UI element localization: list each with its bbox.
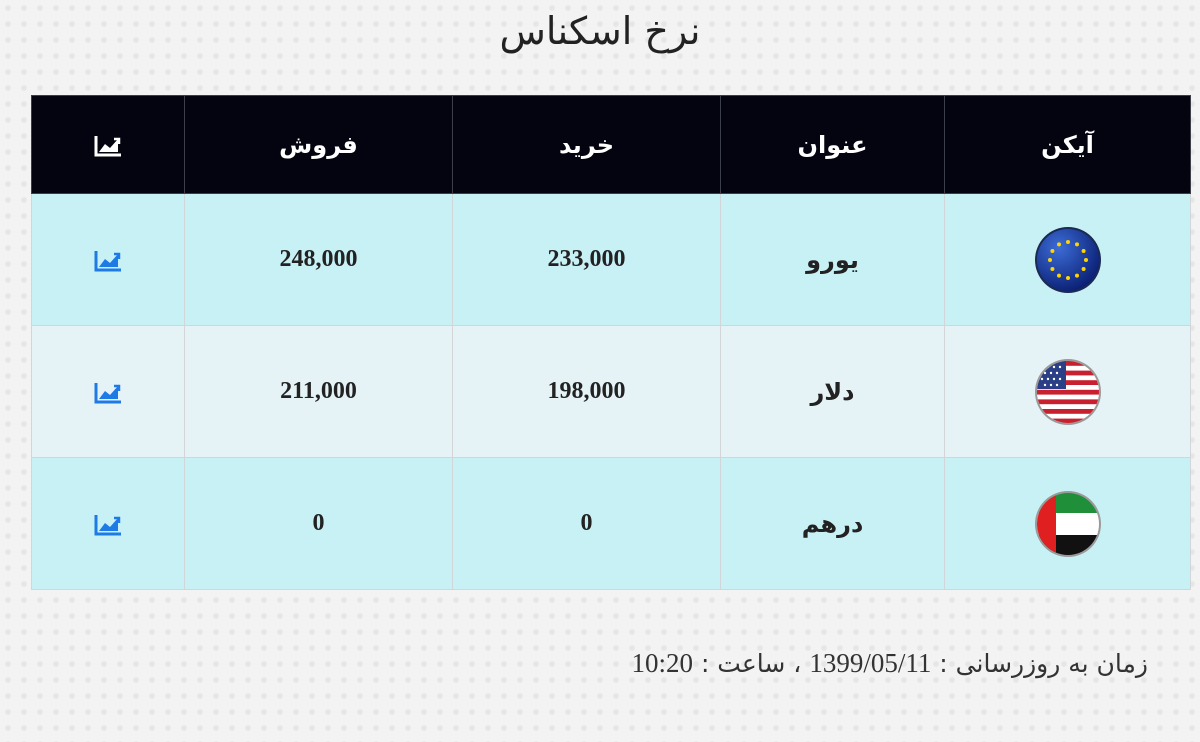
icon-cell	[944, 193, 1191, 326]
table-row: دلار 198,000 211,000	[31, 325, 1191, 458]
currency-name: دلار	[720, 325, 945, 458]
chart-line-icon[interactable]	[93, 246, 123, 274]
chart-cell	[31, 457, 185, 590]
header-icon: آیکن	[944, 95, 1191, 194]
buy-price: 233,000	[452, 193, 721, 326]
uae-flag-icon	[1034, 490, 1102, 558]
sell-price: 211,000	[184, 325, 453, 458]
sell-price: 248,000	[184, 193, 453, 326]
chart-line-icon	[93, 131, 123, 159]
page-title: نرخ اسکناس	[499, 9, 701, 53]
chart-cell	[31, 325, 185, 458]
chart-cell	[31, 193, 185, 326]
update-separator: ، ساعت :	[700, 649, 802, 678]
icon-cell	[944, 457, 1191, 590]
buy-price: 0	[452, 457, 721, 590]
us-flag-icon	[1034, 358, 1102, 426]
sell-price: 0	[184, 457, 453, 590]
table-row: درهم 0 0	[31, 457, 1191, 590]
chart-line-icon[interactable]	[93, 378, 123, 406]
update-label: زمان به روزرسانی :	[939, 649, 1148, 678]
update-time: زمان به روزرسانی : 1399/05/11 ، ساعت : 1…	[631, 648, 1148, 679]
table-header-row: آیکن عنوان خرید فروش	[31, 95, 1191, 194]
chart-line-icon[interactable]	[93, 510, 123, 538]
eu-flag-icon	[1034, 226, 1102, 294]
header-chart	[31, 95, 185, 194]
exchange-rates-table: آیکن عنوان خرید فروش	[31, 95, 1191, 590]
currency-name: یورو	[720, 193, 945, 326]
header-name: عنوان	[720, 95, 945, 194]
header-sell: فروش	[184, 95, 453, 194]
buy-price: 198,000	[452, 325, 721, 458]
update-date: 1399/05/11	[809, 648, 932, 678]
header-buy: خرید	[452, 95, 721, 194]
update-clock: 10:20	[631, 648, 693, 678]
icon-cell	[944, 325, 1191, 458]
table-row: یورو 233,000 248,000	[31, 193, 1191, 326]
currency-name: درهم	[720, 457, 945, 590]
